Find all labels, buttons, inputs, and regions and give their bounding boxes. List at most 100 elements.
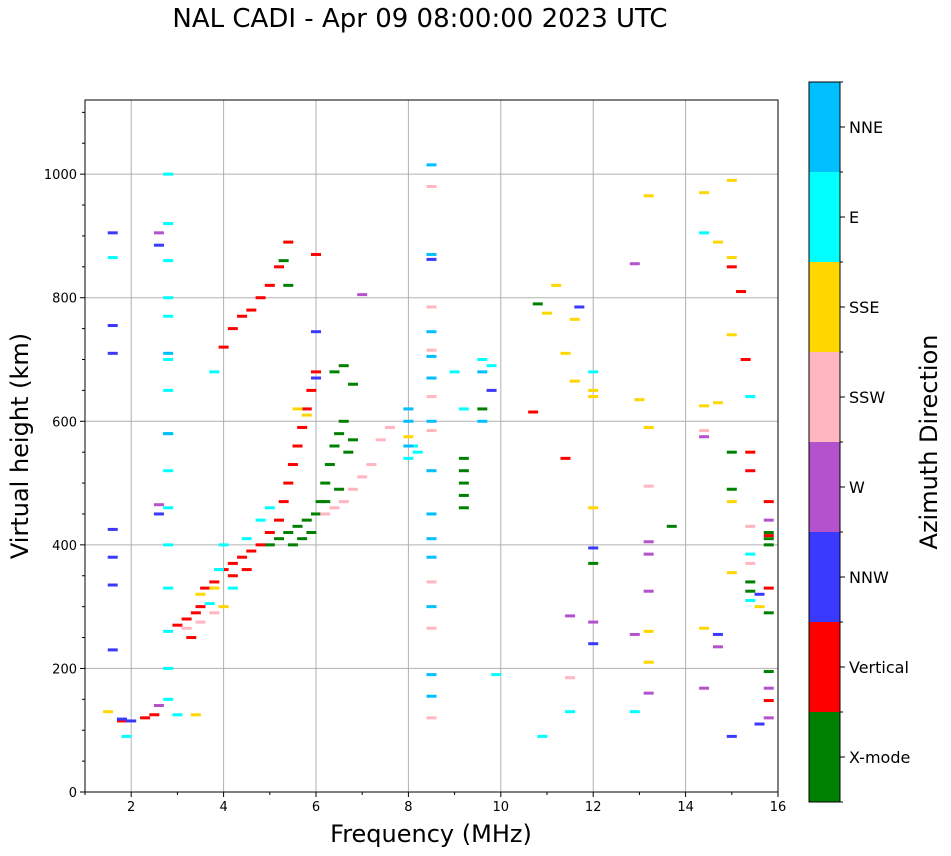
data-point [163,697,174,701]
data-point [569,317,580,321]
x-tick-label: 8 [404,800,412,815]
data-point [426,429,437,433]
data-point [699,686,710,690]
data-point [278,500,289,504]
data-point [195,592,206,596]
data-point [163,351,174,355]
data-point [163,629,174,633]
data-point [227,561,238,565]
data-point [569,379,580,383]
x-tick-label: 12 [585,800,602,815]
data-point [699,404,710,408]
y-tick-label: 800 [52,292,77,307]
data-point [338,419,349,423]
data-point [634,398,645,402]
data-point [255,296,266,300]
data-point [116,717,127,721]
data-point [329,444,340,448]
data-point [574,305,585,309]
data-point [209,580,220,584]
data-point [283,283,294,287]
data-point [537,734,548,738]
data-point [274,265,285,269]
data-point [320,500,331,504]
data-point [726,333,737,337]
data-point [763,500,774,504]
data-point [643,629,654,633]
data-point [297,537,308,541]
data-point [763,537,774,541]
data-point [237,314,248,318]
data-point [329,370,340,374]
data-points [103,163,774,738]
data-point [426,305,437,309]
data-point [726,265,737,269]
data-point [357,475,368,479]
data-point [426,626,437,630]
data-point [301,518,312,522]
data-point [283,240,294,244]
data-point [311,512,321,516]
data-point [306,388,317,392]
colorbar-segment [809,442,840,532]
data-point [320,512,331,516]
data-point [163,388,174,392]
data-point [426,694,437,698]
x-tick-label: 10 [493,800,510,815]
data-point [292,407,303,411]
data-point [745,524,756,528]
data-point [426,469,437,473]
data-point [283,481,294,485]
data-point [666,524,677,528]
colorbar: X-mode Vertical NNW W SSW SSE E NNE [808,81,910,803]
data-point [320,481,331,485]
data-point [643,194,654,198]
data-point [426,354,437,358]
data-point [153,503,164,507]
data-point [246,549,257,553]
data-point [163,586,174,590]
data-point [218,605,229,609]
data-point [726,500,737,504]
data-point [186,636,197,640]
colorbar-frame [808,81,841,803]
data-point [588,561,599,565]
colorbar-segment [809,532,840,622]
data-point [477,370,488,374]
data-point [643,540,654,544]
data-point [264,506,275,510]
data-point [629,262,640,266]
data-point [190,611,201,615]
data-point [209,611,220,615]
data-point [292,444,303,448]
data-point [163,469,174,473]
data-point [301,407,312,411]
chart-title: NAL CADI - Apr 09 08:00:00 2023 UTC [172,4,668,34]
data-point [542,311,552,315]
data-point [754,722,765,726]
data-point [255,518,266,522]
data-point [153,704,164,707]
data-point [565,614,576,618]
data-point [163,259,174,263]
data-point [126,719,137,723]
colorbar-segment [809,622,840,712]
data-point [181,617,192,621]
data-point [163,432,174,436]
data-point [311,376,321,380]
data-point [287,543,298,547]
data-point [163,506,174,510]
data-point [107,555,118,559]
data-point [255,543,266,547]
data-point [588,642,599,646]
data-point [699,231,710,235]
data-point [172,713,183,717]
data-point [412,450,423,454]
data-point [726,256,737,260]
data-point [311,370,321,374]
data-point [334,487,345,491]
data-point [375,438,386,442]
data-point [486,388,497,392]
colorbar-tick-label: Vertical [849,658,909,677]
data-point [560,351,571,355]
